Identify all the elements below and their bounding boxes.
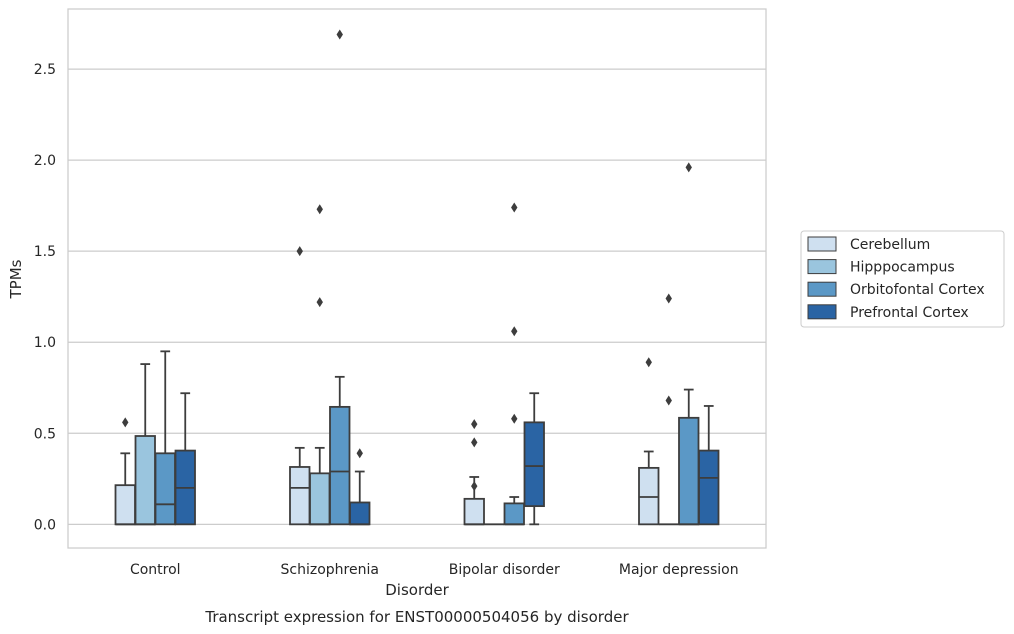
y-tick-label: 0.5 (34, 426, 56, 442)
outlier-point (685, 162, 692, 173)
legend-swatch (807, 281, 837, 297)
legend-label: Prefrontal Cortex (850, 305, 969, 321)
legend-label: Orbitofontal Cortex (850, 282, 985, 298)
box-plot-item (174, 392, 196, 526)
boxes-layer (114, 29, 720, 526)
x-tick-label: Bipolar disorder (449, 562, 560, 578)
box-plot-item (289, 246, 311, 526)
x-tick-label: Schizophrenia (281, 562, 379, 578)
outlier-point (316, 204, 323, 215)
outlier-point (316, 297, 323, 308)
legend: Cerebellum Hipppocampus Orbitofontal Corte… (800, 230, 1005, 328)
box-plot-item (329, 29, 351, 526)
y-tick-label: 0.0 (34, 517, 56, 533)
legend-swatch (807, 259, 837, 275)
box-plot-item (309, 204, 331, 526)
box-plot-item (698, 405, 720, 526)
legend-frame (800, 230, 1005, 328)
box-plot-item (503, 202, 525, 526)
legend-swatch (807, 236, 837, 252)
outlier-point (471, 481, 478, 492)
box-rect (678, 416, 700, 526)
y-tick-label: 2.0 (34, 153, 56, 169)
outlier-point (356, 448, 363, 459)
box-rect (698, 449, 720, 526)
box-rect (463, 497, 485, 526)
box-plot-item (134, 363, 156, 526)
outlier-point (122, 417, 129, 428)
outlier-point (645, 357, 652, 368)
y-tick-label: 1.5 (34, 244, 56, 260)
chart-caption: Transcript expression for ENST0000050405… (204, 608, 629, 626)
outlier-point (665, 395, 672, 406)
box-rect (349, 501, 371, 526)
box-plot-item (349, 448, 371, 526)
y-axis-ticks: 0.0 0.5 1.0 1.5 2.0 2.5 (34, 62, 56, 533)
y-tick-label: 2.5 (34, 62, 56, 78)
box-rect (638, 466, 660, 526)
y-tick-label: 1.0 (34, 335, 56, 351)
outlier-point (511, 202, 518, 213)
box-rect (114, 484, 136, 526)
outlier-point (296, 246, 303, 257)
y-axis-label: TPMs (7, 259, 25, 299)
box-rect (523, 421, 545, 508)
box-rect (309, 472, 331, 526)
legend-swatch (807, 304, 837, 320)
box-rect (134, 435, 156, 526)
x-axis-ticks: Control Schizophrenia Bipolar disorder Majo… (130, 562, 739, 578)
outlier-point (471, 419, 478, 430)
box-plot-item (638, 357, 660, 526)
box-plot-item (659, 293, 679, 526)
plot-frame (67, 8, 767, 549)
box-plot-item (154, 350, 176, 526)
outlier-point (471, 437, 478, 448)
box-plot-item (678, 162, 700, 526)
box-rect (289, 466, 311, 526)
legend-label: Cerebellum (850, 237, 930, 253)
box-rect (329, 405, 351, 526)
box-rect (154, 452, 176, 526)
x-axis-label: Disorder (385, 581, 449, 599)
outlier-point (511, 413, 518, 424)
x-tick-label: Control (130, 562, 181, 578)
box-plot-item (523, 392, 545, 526)
box-plot-item (463, 419, 485, 526)
box-rect (503, 502, 525, 526)
legend-label: Hipppocampus (850, 260, 955, 276)
outlier-point (511, 326, 518, 337)
outlier-point (665, 293, 672, 304)
x-tick-label: Major depression (619, 562, 739, 578)
outlier-point (336, 29, 343, 40)
